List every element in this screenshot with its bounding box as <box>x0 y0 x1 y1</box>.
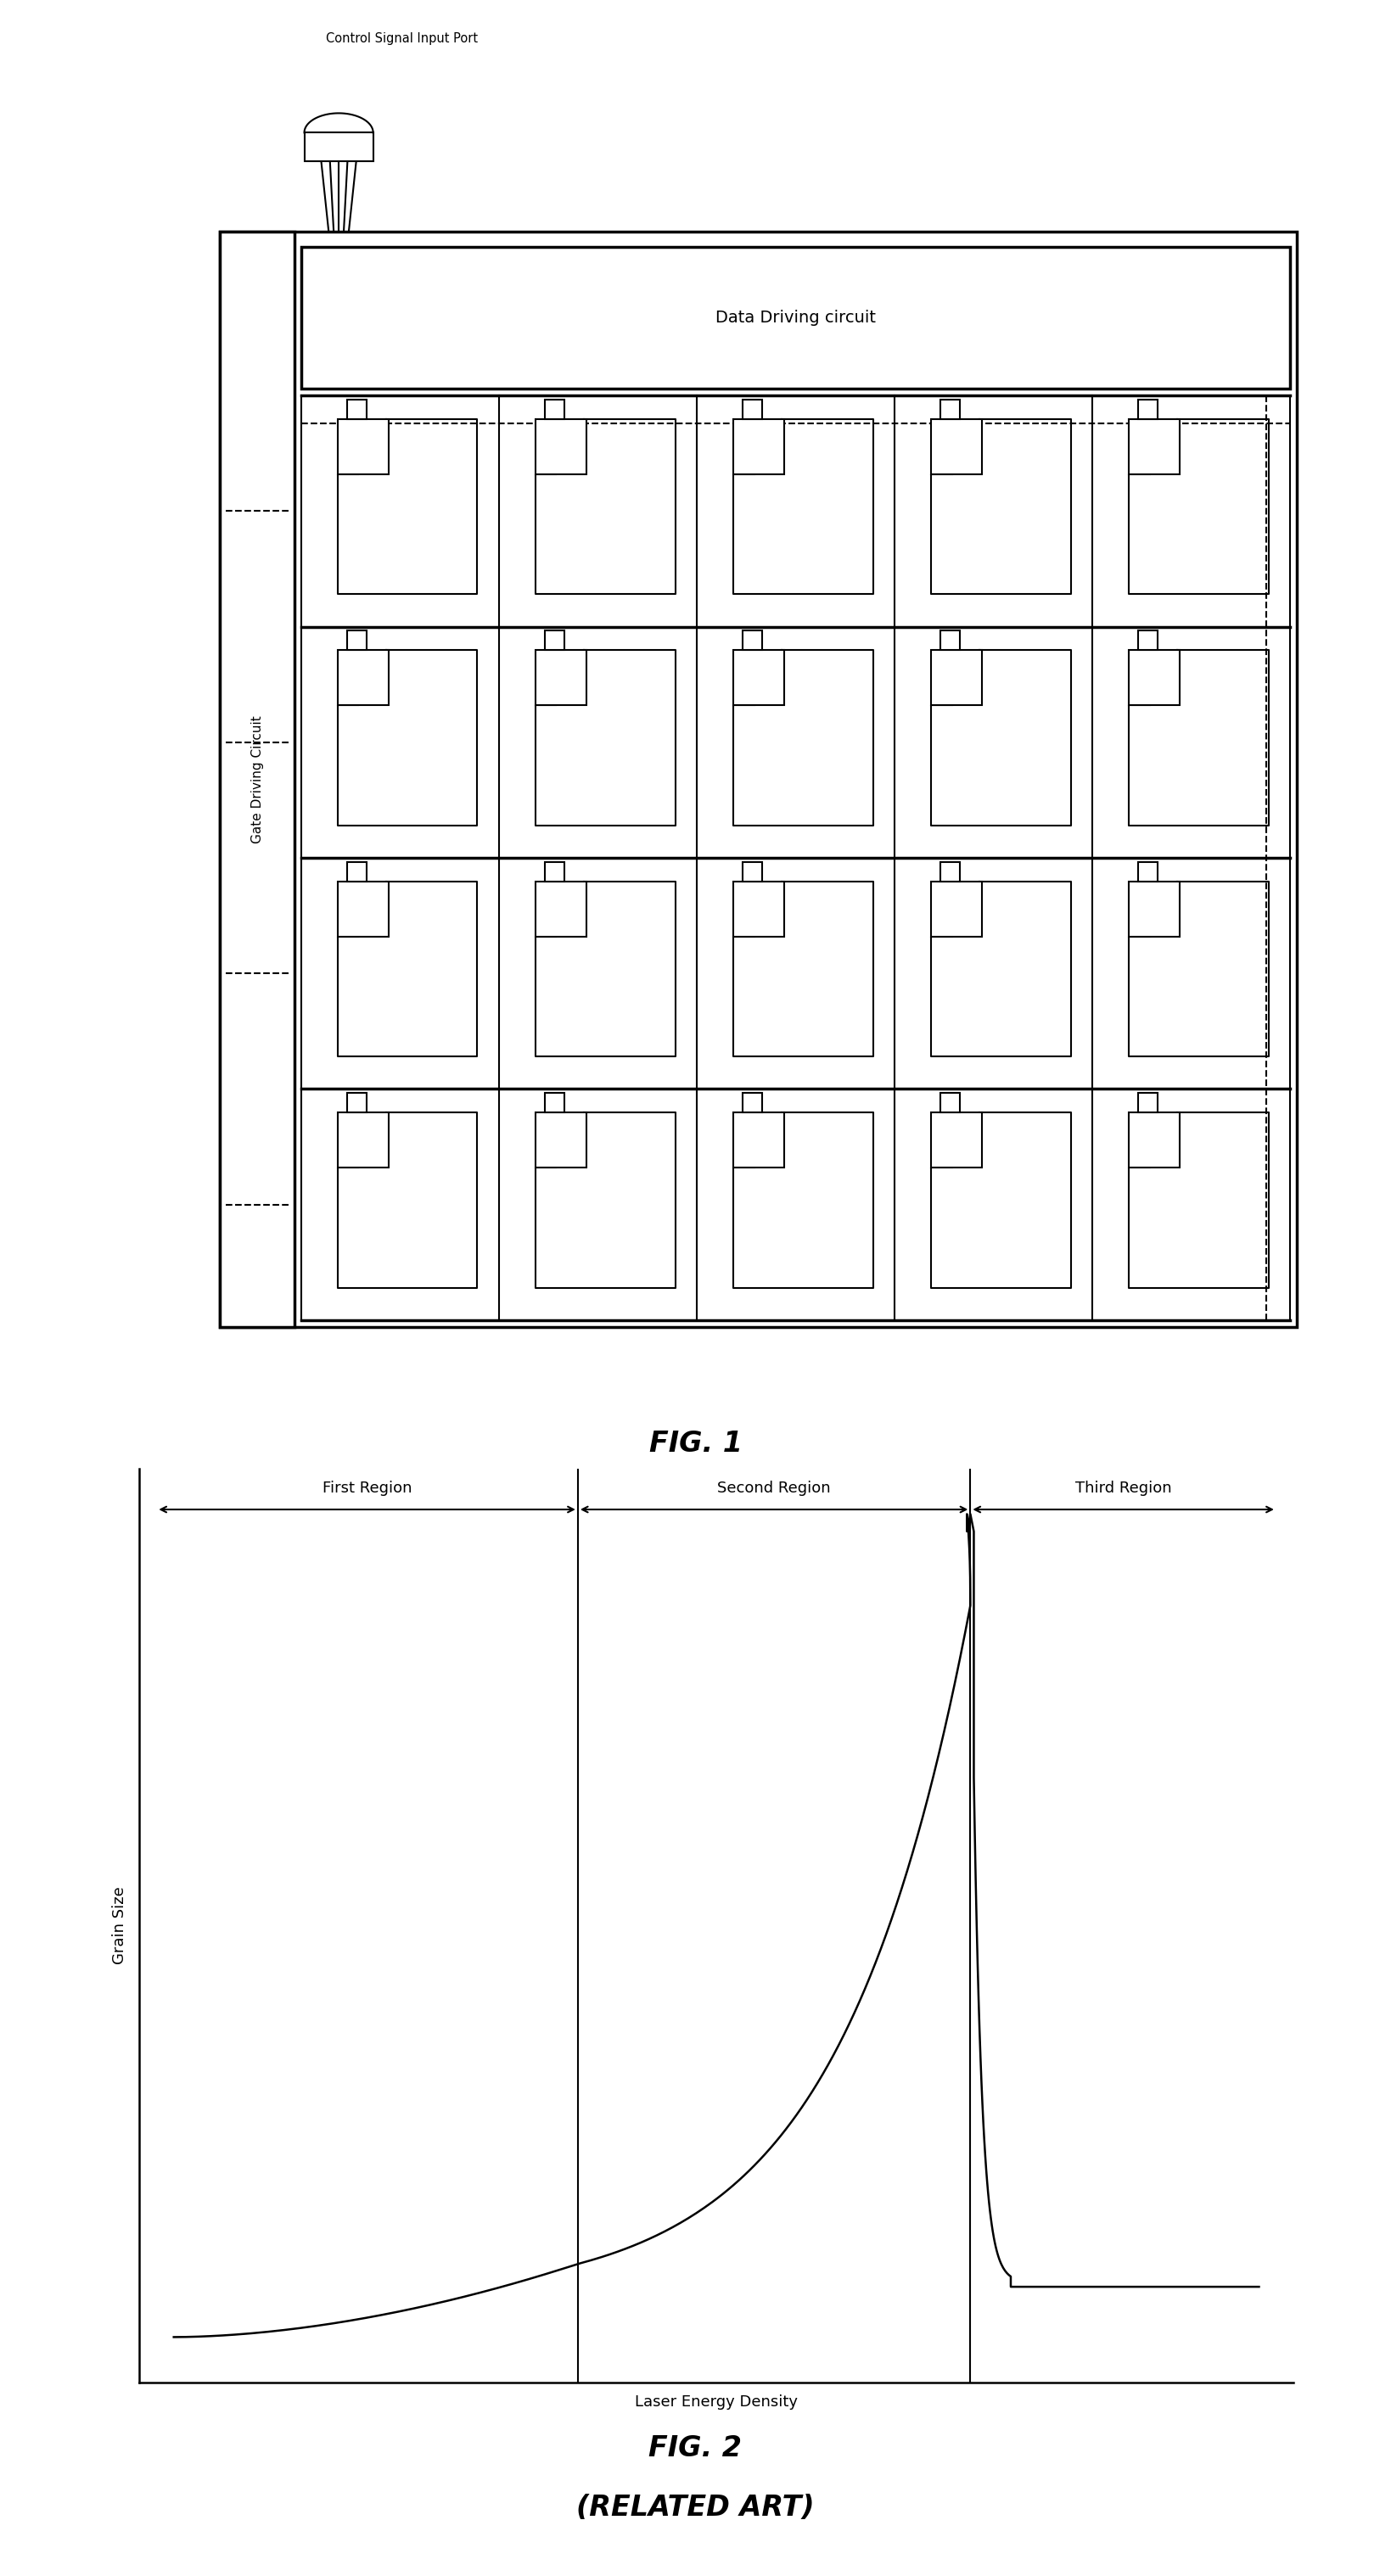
Bar <box>545 399 565 420</box>
Bar <box>545 863 565 881</box>
Bar <box>1128 1113 1180 1167</box>
Bar <box>1138 631 1157 649</box>
Bar <box>1138 1092 1157 1113</box>
Bar <box>338 649 388 706</box>
Bar <box>300 247 1291 389</box>
Bar <box>338 1113 388 1167</box>
Bar <box>545 631 565 649</box>
Bar <box>1128 649 1180 706</box>
Y-axis label: Grain Size: Grain Size <box>113 1886 128 1965</box>
Bar <box>743 1092 762 1113</box>
Bar <box>338 420 388 474</box>
Text: Gate Driving Circuit: Gate Driving Circuit <box>250 716 264 842</box>
Bar <box>931 649 982 706</box>
Bar <box>940 399 960 420</box>
Bar <box>348 863 367 881</box>
Bar <box>940 1092 960 1113</box>
Bar <box>338 881 388 938</box>
Bar <box>348 1092 367 1113</box>
Bar <box>1138 399 1157 420</box>
Bar <box>536 649 587 706</box>
Bar <box>733 881 785 938</box>
Bar <box>931 420 982 474</box>
Bar <box>931 881 982 938</box>
X-axis label: Laser Energy Density: Laser Energy Density <box>634 2396 798 2411</box>
Bar <box>743 631 762 649</box>
Bar <box>743 863 762 881</box>
Bar <box>348 399 367 420</box>
Bar <box>348 631 367 649</box>
Bar <box>733 1113 785 1167</box>
Bar <box>733 420 785 474</box>
Bar <box>940 863 960 881</box>
Bar <box>1128 881 1180 938</box>
Bar <box>940 631 960 649</box>
Text: FIG. 2: FIG. 2 <box>648 2434 743 2463</box>
Bar <box>931 1113 982 1167</box>
Text: Data Driving circuit: Data Driving circuit <box>715 309 876 327</box>
Bar <box>305 131 373 160</box>
Bar <box>536 881 587 938</box>
Text: FIG. 1: FIG. 1 <box>648 1430 743 1458</box>
Bar <box>1128 420 1180 474</box>
Text: Control Signal Input Port: Control Signal Input Port <box>325 33 479 44</box>
Text: (RELATED ART): (RELATED ART) <box>576 1540 815 1566</box>
Bar <box>1138 863 1157 881</box>
Text: Second Region: Second Region <box>718 1481 830 1497</box>
Bar <box>545 1092 565 1113</box>
Bar <box>536 420 587 474</box>
Bar <box>536 1113 587 1167</box>
Text: (RELATED ART): (RELATED ART) <box>576 2494 815 2522</box>
Text: Third Region: Third Region <box>1075 1481 1171 1497</box>
Bar <box>220 232 295 1327</box>
Text: First Region: First Region <box>323 1481 412 1497</box>
Bar <box>733 649 785 706</box>
Bar <box>220 232 1296 1327</box>
Bar <box>743 399 762 420</box>
